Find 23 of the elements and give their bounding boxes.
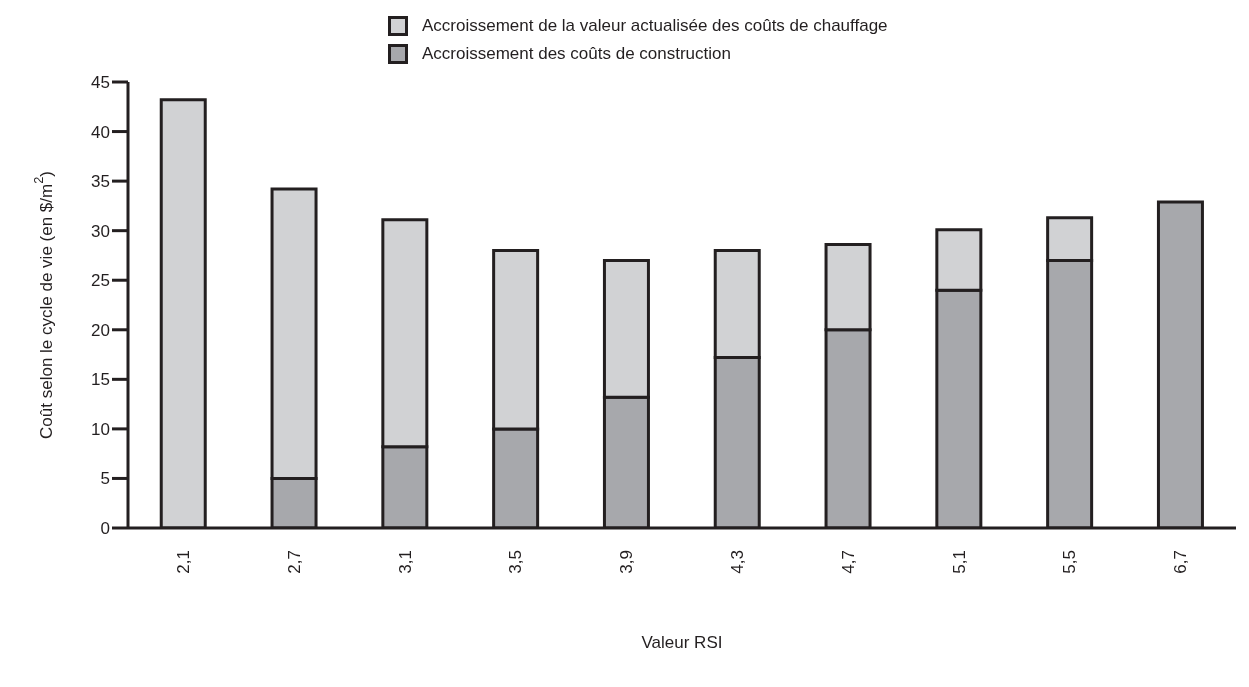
x-tick-label: 5,1	[949, 550, 969, 574]
x-tick-label: 2,7	[284, 550, 304, 574]
y-tick-label: 25	[91, 271, 110, 291]
y-tick-label: 15	[91, 370, 110, 390]
x-tick-label: 5,5	[1060, 550, 1080, 574]
y-tick-label: 40	[91, 122, 110, 142]
legend-label: Accroissement de la valeur actualisée des coûts de chauffage	[422, 16, 888, 36]
y-tick-label: 0	[100, 519, 110, 539]
y-tick-label: 30	[91, 221, 110, 241]
x-tick-label: 3,5	[506, 550, 526, 574]
y-tick-label: 35	[91, 172, 110, 192]
x-tick-label: 3,1	[395, 550, 415, 574]
x-tick-label: 6,7	[1171, 550, 1191, 574]
y-tick-label: 10	[91, 419, 110, 439]
x-tick-label: 4,3	[727, 550, 747, 574]
x-axis-title: Valeur RSI	[641, 633, 723, 652]
x-tick-label: 2,1	[173, 550, 193, 574]
y-tick-label: 5	[100, 469, 110, 489]
x-tick-label: 3,9	[617, 550, 637, 574]
y-tick-label: 45	[91, 73, 110, 93]
y-tick-label: 20	[91, 320, 110, 340]
legend-label: Accroissement des coûts de construction	[422, 44, 731, 64]
x-tick-label: 4,7	[838, 550, 858, 574]
